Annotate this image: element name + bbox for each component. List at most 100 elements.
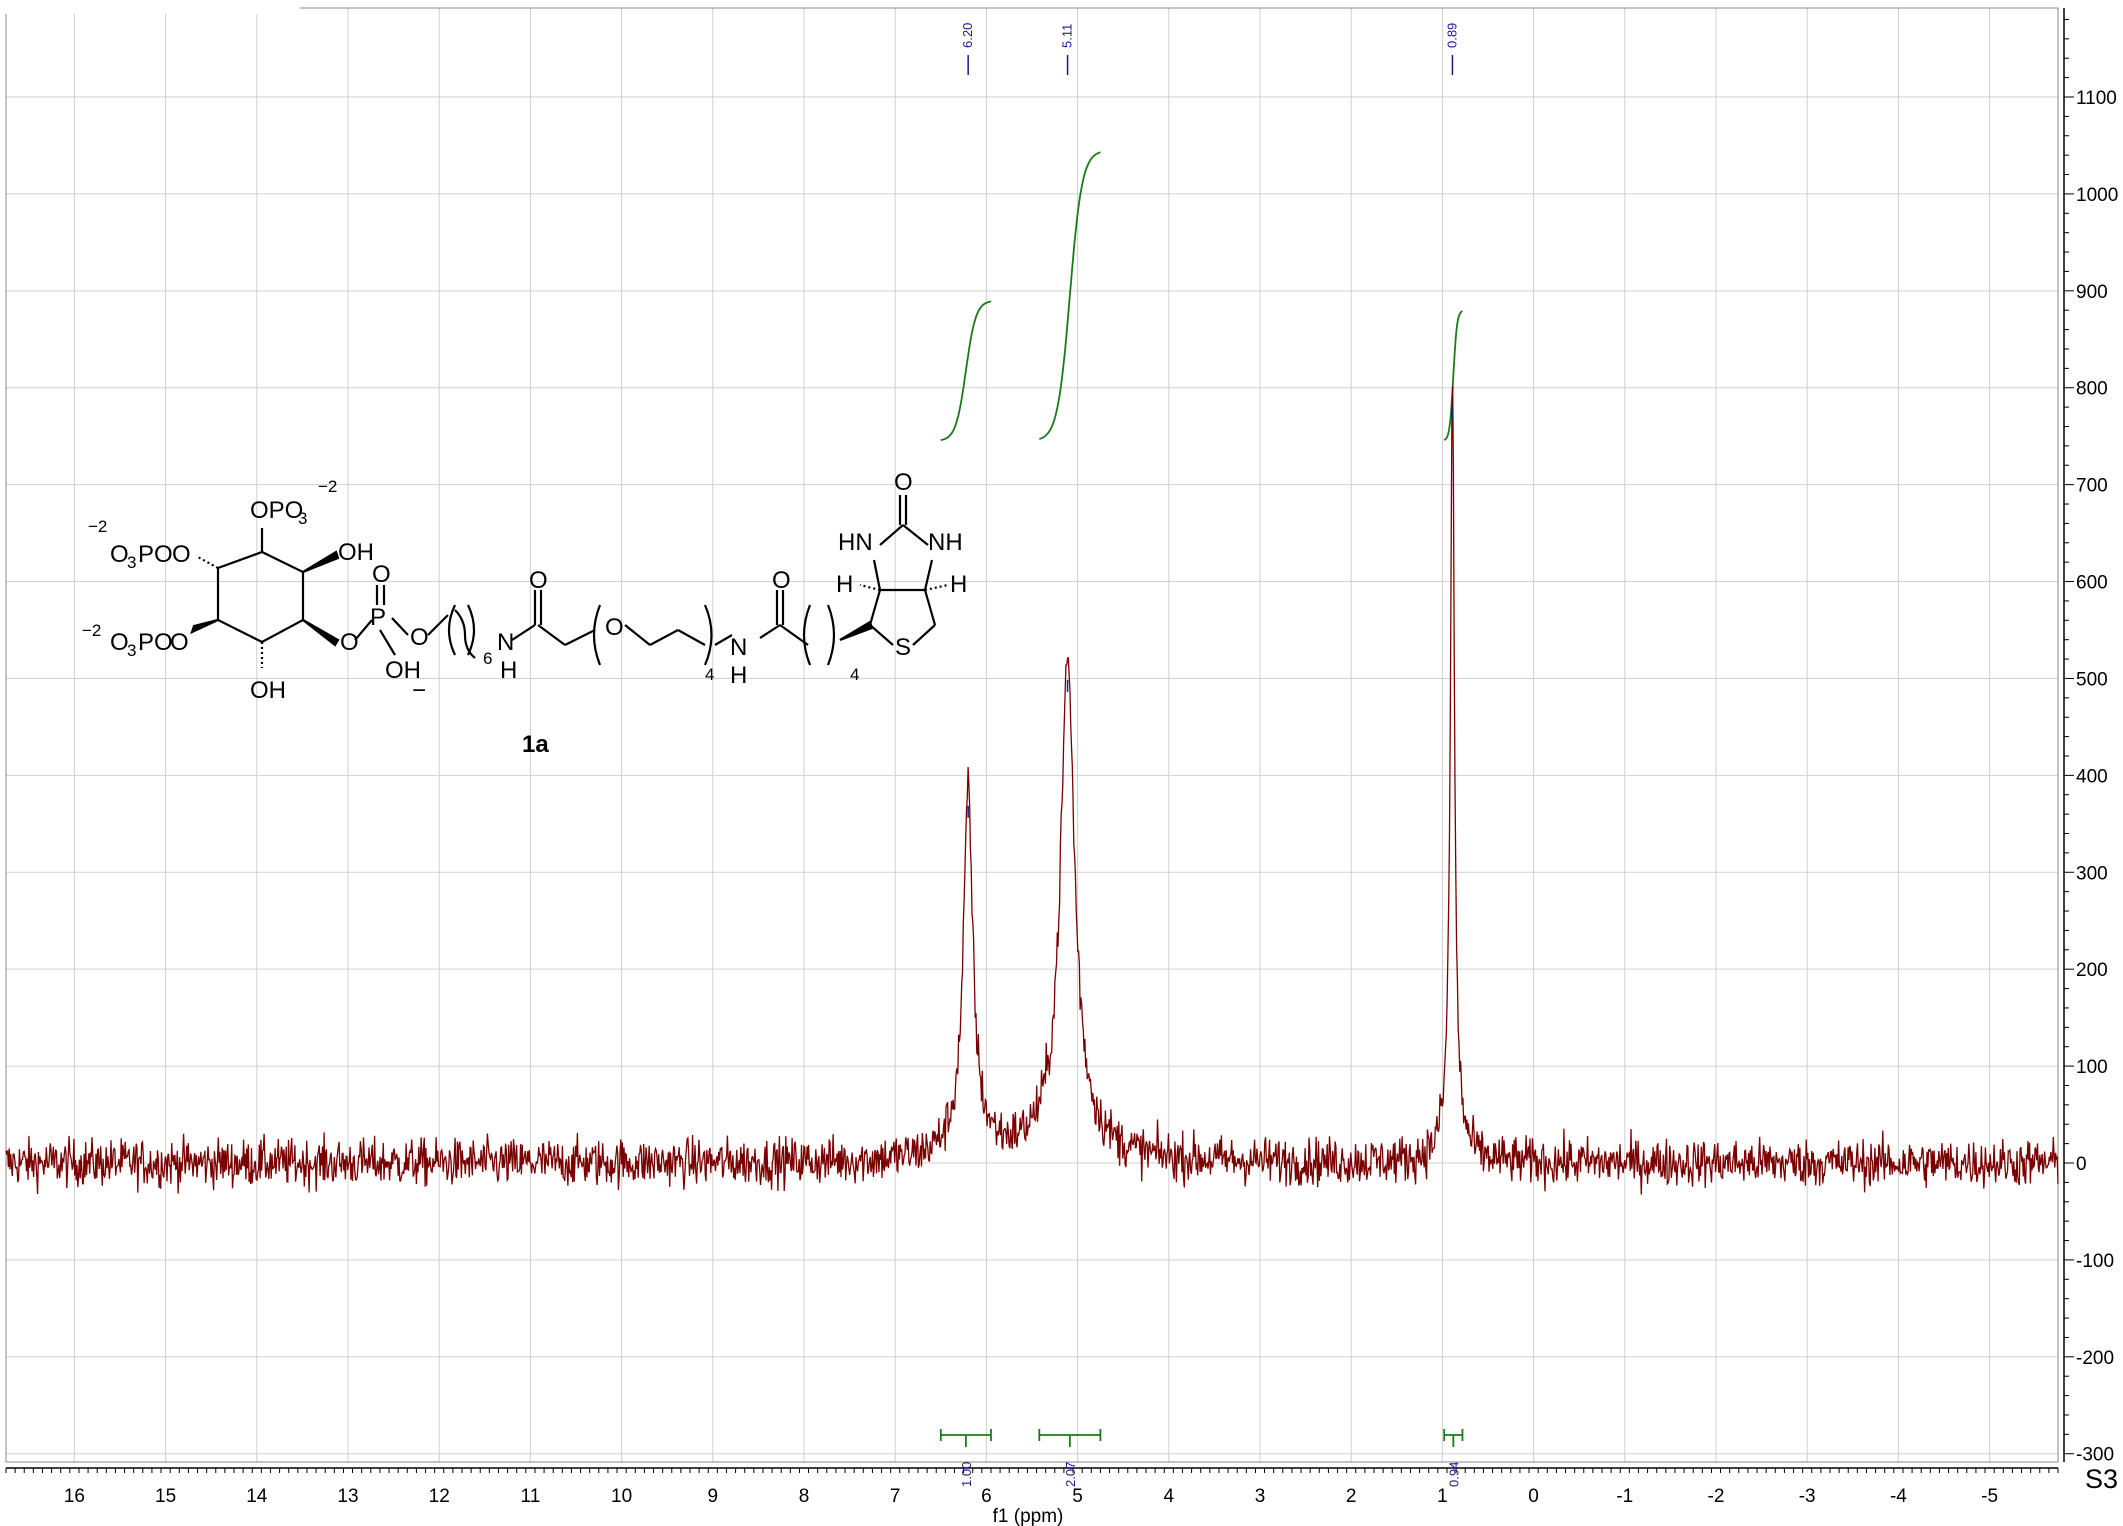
biotin-c1 xyxy=(868,589,882,626)
paren-left-4b xyxy=(802,604,812,666)
label-h-right: H xyxy=(950,571,967,598)
label-h-left: H xyxy=(836,571,853,598)
x-tick-label: 3 xyxy=(1255,1486,1266,1507)
y-tick-label: 1100 xyxy=(2076,88,2117,109)
hash-upper xyxy=(195,555,219,569)
spectrum-line xyxy=(5,385,2059,1195)
biotin-s1 xyxy=(869,624,894,646)
integral-brackets: 1.00 2.07 0.94 xyxy=(939,1429,1464,1487)
label-h1: H xyxy=(500,657,517,684)
x-tick-label: 10 xyxy=(611,1486,632,1507)
biotin-urea2 xyxy=(902,524,929,546)
y-axis: 110010009008007006005004003002001000-100… xyxy=(2063,8,2118,1466)
x-tick-label: 15 xyxy=(155,1486,176,1507)
label-h2: H xyxy=(730,662,747,689)
label-o3-upper: O xyxy=(110,541,129,568)
y-tick-label: 300 xyxy=(2076,863,2108,884)
label-o-phos-attach: O xyxy=(340,629,359,656)
inositol-ring xyxy=(216,550,305,644)
peg-1 xyxy=(624,624,651,646)
peak-label: 5.11 xyxy=(1060,24,1075,48)
biotin-h-left xyxy=(859,583,881,592)
title-backdrop xyxy=(0,0,300,14)
x-tick-label: 9 xyxy=(708,1486,719,1507)
peg-2 xyxy=(649,629,679,646)
x-tick-label: 0 xyxy=(1528,1486,1539,1507)
label-p: P xyxy=(370,604,386,631)
chain2-1 xyxy=(779,624,809,646)
x-tick-label: -5 xyxy=(1981,1486,1998,1507)
amide1-chain xyxy=(537,624,566,646)
bond-p-oh xyxy=(379,629,396,656)
bond-n2 xyxy=(714,634,733,646)
integral-curve xyxy=(940,300,992,441)
bond-n2-c xyxy=(759,624,781,639)
paren-left-4 xyxy=(592,604,602,666)
label-oh-bottom: OH xyxy=(250,677,286,704)
wedge-biotin xyxy=(839,620,874,642)
x-tick-label: 13 xyxy=(337,1486,358,1507)
structure-labels: OPO 3 −2 −2 O 3 PO O −2 O 3 PO O OH OH O… xyxy=(82,469,967,758)
wedge-oh-right xyxy=(302,550,340,574)
biotin-c3 xyxy=(923,589,937,626)
label-n2: N xyxy=(730,634,747,661)
label-charge-top: −2 xyxy=(318,477,337,496)
x-tick-label: 12 xyxy=(429,1486,450,1507)
label-n6: 6 xyxy=(483,649,492,668)
x-tick-label: 16 xyxy=(64,1486,85,1507)
label-oh-phosphate: OH xyxy=(385,657,421,684)
plot-frame xyxy=(0,0,2059,1463)
compound-label: 1a xyxy=(522,731,549,758)
y-tick-label: -300 xyxy=(2076,1445,2114,1466)
bond-o-p xyxy=(354,619,373,641)
label-o-lower-end: O xyxy=(170,629,189,656)
peg-3 xyxy=(677,629,706,646)
bond-p-o2 xyxy=(391,617,409,636)
paren-right-6 xyxy=(467,604,476,656)
label-o-link2: O xyxy=(410,624,429,651)
biotin-s2 xyxy=(912,624,936,646)
y-tick-label: 0 xyxy=(2076,1154,2087,1175)
page-number: S3 xyxy=(2085,1464,2118,1494)
peak-label: 0.89 xyxy=(1444,23,1459,48)
label-n4a: 4 xyxy=(705,665,714,684)
paren-right-4b xyxy=(826,604,836,666)
x-axis: 16 15 14 13 12 11 10 9 8 7 6 5 4 3 2 1 0 -1 -2 -3 -4 -5 xyxy=(5,1467,2059,1507)
biotin-urea1 xyxy=(879,524,904,546)
label-s: S xyxy=(895,634,911,661)
label-po-upper: PO xyxy=(138,541,173,568)
bond-n-c xyxy=(511,624,536,641)
label-o-amide2: O xyxy=(772,567,791,594)
integral-curves xyxy=(940,151,1463,441)
paren-left-6 xyxy=(447,604,456,656)
label-opo3-top: OPO xyxy=(250,497,303,524)
y-tick-label: 400 xyxy=(2076,766,2108,787)
biotin-h-right xyxy=(924,583,949,592)
peak-labels: 6.20 5.11 0.89 xyxy=(960,23,1459,818)
y-tick-label: 600 xyxy=(2076,573,2108,594)
integral-curve xyxy=(1038,151,1101,440)
x-tick-label: 6 xyxy=(981,1486,992,1507)
label-nh-right: NH xyxy=(928,529,963,556)
integral-value: 0.94 xyxy=(1446,1462,1461,1487)
grid xyxy=(6,8,2058,1462)
x-tick-label: 8 xyxy=(799,1486,810,1507)
label-charge-upper: −2 xyxy=(88,517,107,536)
label-n4b: 4 xyxy=(850,665,859,684)
y-tick-label: 900 xyxy=(2076,282,2108,303)
amide1-chain2 xyxy=(564,629,596,646)
integral-value: 1.00 xyxy=(959,1462,974,1487)
label-o3-lower-sub: 3 xyxy=(127,641,136,660)
x-tick-label: 5 xyxy=(1072,1486,1083,1507)
peak-label: 6.20 xyxy=(960,23,975,48)
label-charge-lower: −2 xyxy=(82,621,101,640)
y-tick-label: 500 xyxy=(2076,669,2108,690)
integral-value: 2.07 xyxy=(1063,1462,1078,1487)
label-o-peg: O xyxy=(605,614,624,641)
frame-rect xyxy=(5,7,2059,1463)
biotin-hn2 xyxy=(923,559,934,591)
integral-curve xyxy=(1443,310,1463,441)
paren-right-4 xyxy=(703,604,713,666)
y-tick-label: 1000 xyxy=(2076,185,2118,206)
